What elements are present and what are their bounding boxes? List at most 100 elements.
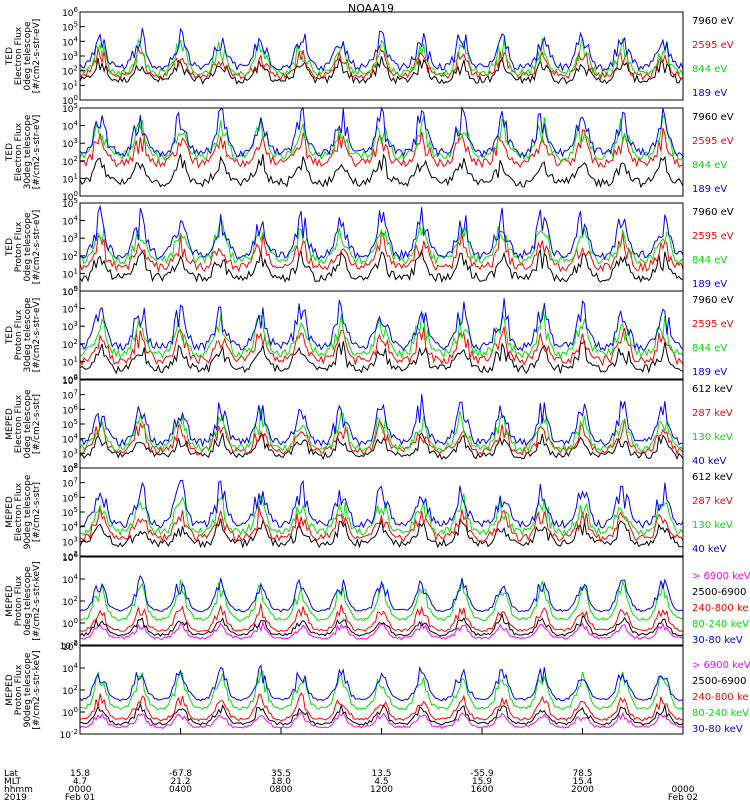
- series-line-0: [79, 56, 684, 86]
- y-axis-label-line: 30deg telescope: [23, 297, 33, 372]
- y-axis-label-line: [#/cm2-s-str]: [32, 394, 42, 454]
- series-line-3: [79, 27, 684, 72]
- x-lat-label: -67.8: [169, 769, 193, 779]
- y-tick-label: 106: [62, 6, 78, 19]
- panel-ted-proton-0: 100 101 102 103 104 105 TED Proton Flux 0deg tel…: [5, 197, 734, 298]
- series-line-1: [79, 44, 684, 81]
- y-tick-label: 103: [62, 447, 78, 460]
- y-axis-label-line: MEPED: [5, 496, 15, 528]
- series-line-0: [79, 432, 684, 461]
- legend-entry: 80-240 keV: [692, 708, 749, 719]
- y-axis-label-line: Proton Flux: [14, 309, 24, 360]
- y-tick-label: 105: [62, 418, 78, 431]
- legend-entry: 130 keV: [692, 520, 733, 531]
- figure-title: NOAA19: [348, 2, 394, 15]
- series-line-1: [79, 127, 683, 169]
- y-axis-label-line: [#/cm2-s-str-keV]: [32, 561, 42, 640]
- y-axis-label-line: Electron Flux: [14, 482, 24, 541]
- panel-frame: [79, 107, 684, 197]
- legend-entry: 287 keV: [692, 408, 733, 419]
- y-tick-label: 104: [62, 662, 78, 675]
- y-axis-label-line: 90deg telescope: [23, 474, 33, 549]
- series-line-3: [79, 106, 684, 159]
- y-tick-label: 100: [62, 190, 78, 203]
- series-line-2: [79, 308, 684, 360]
- y-axis-label-line: TED: [5, 47, 15, 66]
- y-axis-label-line: [#/cm2-s-str]: [32, 482, 42, 542]
- y-tick-label: 105: [62, 197, 78, 210]
- series-line-0: [79, 711, 684, 730]
- y-tick-label: 102: [62, 595, 78, 608]
- y-axis-label-line: 0deg telescope: [23, 212, 33, 282]
- legend-entry: 7960 eV: [692, 112, 734, 123]
- y-tick-label: 101: [62, 267, 78, 280]
- legend-entry: 2595 eV: [692, 40, 734, 51]
- panel-meped-proton-90: 10-2 100 102 104 106 MEPED Proton Flux 90deg te…: [5, 640, 750, 741]
- y-tick-label: 100: [62, 285, 78, 298]
- series-line-3: [79, 479, 684, 529]
- y-tick-label: 103: [62, 50, 78, 63]
- series-line-2: [79, 113, 684, 162]
- legend-entry: > 6900 keV: [692, 571, 750, 582]
- y-tick-label: 103: [62, 535, 78, 548]
- y-tick-label: 105: [62, 285, 78, 298]
- x-hhmm-label: 0000: [672, 785, 695, 795]
- y-tick-label: 104: [62, 215, 78, 228]
- legend-entry: 2595 eV: [692, 136, 734, 147]
- x-hhmm-label: 1200: [370, 785, 393, 795]
- y-tick-label: 104: [62, 433, 78, 446]
- panel-meped-proton-0: 10-2 100 102 104 106 MEPED Proton Flux 0deg tel…: [5, 551, 750, 652]
- y-tick-label: 100: [62, 706, 78, 719]
- x-mlt-label: 4.7: [73, 777, 87, 787]
- x-mlt-label: 15.4: [572, 777, 592, 787]
- series-line-4: [79, 664, 684, 702]
- legend-entry: 130 keV: [692, 432, 733, 443]
- legend-entry: 7960 eV: [692, 207, 734, 218]
- legend-entry: 2500-6900: [692, 587, 747, 598]
- y-tick-label: 106: [62, 491, 78, 504]
- y-axis-label-line: Electron Flux: [14, 394, 24, 453]
- legend-entry: 80-240 keV: [692, 619, 749, 630]
- panel-frame: [79, 290, 684, 380]
- x-lat-label: 15.8: [70, 769, 90, 779]
- y-axis-label-line: [#/cm2-s-str-eV]: [32, 115, 42, 190]
- series-line-4: [79, 574, 683, 613]
- series-line-3: [79, 204, 684, 261]
- y-tick-label: 105: [62, 102, 78, 115]
- legend-entry: 189 eV: [692, 367, 727, 378]
- series-line-2: [79, 692, 684, 722]
- y-tick-label: 103: [62, 320, 78, 333]
- y-tick-label: 104: [62, 573, 78, 586]
- legend-entry: 189 eV: [692, 279, 727, 290]
- y-tick-label: 104: [62, 521, 78, 534]
- x-lat-label: -55.9: [470, 769, 494, 779]
- y-tick-label: 101: [62, 172, 78, 185]
- panel-frame: [79, 11, 684, 101]
- legend-entry: 40 keV: [692, 456, 726, 467]
- y-tick-label: 107: [62, 477, 78, 490]
- panel-ted-proton-30: 100 101 102 103 104 105 TED Proton Flux 30deg te…: [5, 285, 734, 386]
- y-tick-label: 100: [62, 617, 78, 630]
- x-date-label: Feb 01: [65, 793, 95, 800]
- series-line-3: [79, 298, 684, 352]
- series-line-3: [79, 394, 684, 448]
- y-tick-label: 100: [62, 373, 78, 386]
- y-axis-label-line: 0deg telescope: [23, 389, 33, 459]
- y-axis-label-line: 0deg telescope: [23, 21, 33, 91]
- legend-entry: 2595 eV: [692, 231, 734, 242]
- y-tick-label: 106: [62, 403, 78, 416]
- panel-frame: [79, 202, 684, 292]
- panel-frame: [79, 645, 684, 735]
- series-line-3: [79, 670, 684, 711]
- y-tick-label: 105: [62, 506, 78, 519]
- y-axis-label-line: [#/cm2-s-str-keV]: [32, 650, 42, 729]
- y-tick-label: 100: [62, 94, 78, 107]
- series-line-2: [79, 493, 684, 537]
- legend-entry: 7960 eV: [692, 295, 734, 306]
- series-line-0: [79, 153, 684, 189]
